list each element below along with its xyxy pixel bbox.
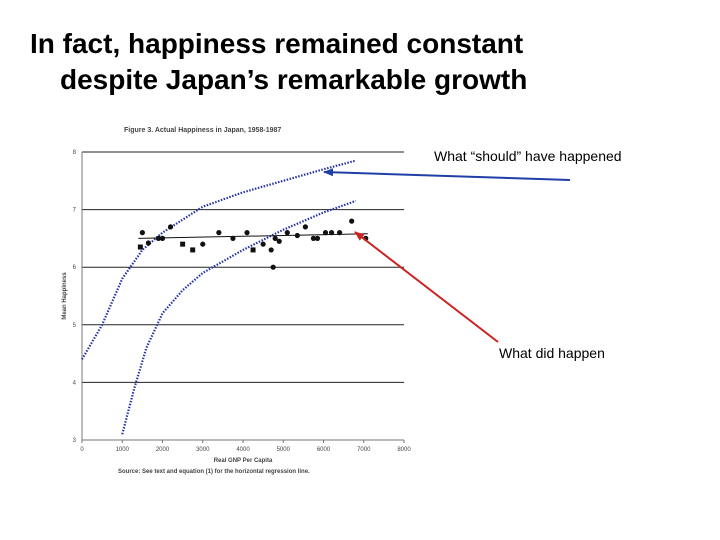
data-point — [167, 224, 174, 230]
predicted-curves — [81, 159, 357, 435]
annotation-should-arrow — [323, 168, 571, 181]
data-point — [250, 247, 256, 253]
data-point — [180, 241, 186, 247]
data-point — [137, 244, 143, 250]
data-point — [216, 230, 222, 236]
data-point — [200, 241, 206, 247]
predicted-curve — [81, 159, 356, 360]
data-point — [268, 247, 274, 253]
data-point — [272, 235, 278, 241]
x-tick-label: 2000 — [156, 447, 170, 453]
data-point — [314, 235, 321, 241]
x-tick-label: 1000 — [116, 447, 130, 453]
data-point — [244, 230, 250, 236]
y-tick-label: 8 — [73, 150, 77, 156]
y-tick-label: 7 — [73, 208, 77, 214]
data-point — [155, 235, 162, 241]
data-point — [322, 230, 329, 236]
data-point — [190, 247, 196, 253]
data-point — [284, 230, 290, 236]
data-point — [302, 224, 308, 230]
x-ticks: 0 1000 2000 3000 4000 5000 6000 7000 8000 — [80, 440, 411, 453]
gridlines — [82, 151, 404, 383]
chart-source: Source: See text and equation (1) for th… — [118, 469, 310, 475]
x-tick-label: 5000 — [277, 447, 291, 453]
x-tick-label: 0 — [80, 447, 84, 453]
annotation-did-arrow — [354, 231, 499, 343]
data-point — [328, 230, 335, 236]
x-tick-label: 8000 — [397, 447, 411, 453]
x-tick-label: 6000 — [317, 447, 331, 453]
annotation-should-text: What “should” have happened — [434, 148, 622, 164]
data-point — [159, 235, 166, 241]
y-tick-label: 3 — [73, 438, 77, 444]
data-point — [276, 238, 282, 244]
data-point — [349, 218, 355, 224]
regression-line — [138, 233, 368, 239]
data-point — [230, 235, 236, 241]
x-tick-label: 4000 — [236, 447, 250, 453]
figure-title: Figure 3. Actual Happiness in Japan, 195… — [124, 127, 281, 134]
y-tick-label: 6 — [73, 265, 77, 271]
x-tick-label: 3000 — [196, 447, 210, 453]
data-point — [337, 230, 343, 236]
predicted-curve — [121, 199, 357, 435]
data-point — [310, 235, 317, 241]
data-point — [145, 240, 152, 246]
y-tick-label: 4 — [73, 380, 77, 386]
slide-title-line2: despite Japan’s remarkable growth — [60, 64, 528, 95]
y-axis-label: Mean Happiness — [62, 272, 68, 320]
x-axis-label: Real GNP Per Capita — [214, 458, 273, 464]
y-ticks: 3 4 5 6 7 8 — [73, 150, 77, 444]
data-point — [294, 232, 300, 239]
data-point — [139, 230, 145, 236]
data-point — [270, 264, 276, 270]
regression-line-mark — [138, 233, 368, 239]
annotation-did-text: What did happen — [499, 345, 605, 361]
data-point — [260, 241, 266, 247]
x-tick-label: 7000 — [357, 447, 371, 453]
slide-title-line1: In fact, happiness remained constant — [30, 28, 524, 59]
y-tick-label: 5 — [73, 323, 77, 329]
data-points — [137, 218, 369, 270]
slide-title: In fact, happiness remained constant des… — [30, 26, 710, 98]
